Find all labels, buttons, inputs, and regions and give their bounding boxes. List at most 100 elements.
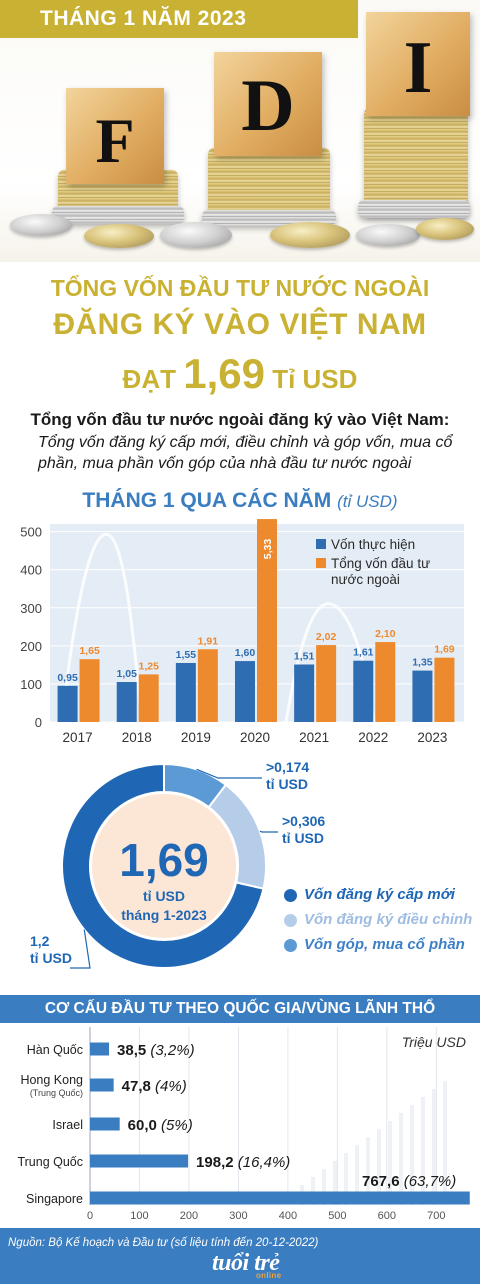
x-tick-label: 2023 <box>417 730 447 745</box>
country-value: 47,8 <box>122 1078 155 1095</box>
unit-label: Triệu USD <box>402 1034 466 1050</box>
date-band: THÁNG 1 NĂM 2023 <box>0 0 358 38</box>
coin <box>84 224 154 248</box>
callout-capital-unit: tỉ USD <box>266 776 308 792</box>
letter-block-i: I <box>366 12 470 116</box>
bar-realized <box>353 660 374 722</box>
country-value: 767,6 <box>362 1173 404 1190</box>
decor-bar <box>388 1121 392 1205</box>
coin <box>270 222 350 248</box>
bar-realized-label: 1,55 <box>176 649 197 661</box>
bar-total <box>375 642 396 722</box>
bar-total-label: 1,65 <box>79 645 100 657</box>
legend-label-new: Vốn đăng ký cấp mới <box>304 886 455 903</box>
country-label: Trung Quốc <box>17 1155 83 1169</box>
letter-block-d: D <box>214 52 322 156</box>
hero-image: F D I THÁNG 1 NĂM 2023 <box>0 0 480 262</box>
callout-adjusted-value: >0,306 <box>282 813 325 829</box>
x-tick-label: 500 <box>328 1210 346 1222</box>
legend-label-realized: Vốn thực hiện <box>331 537 415 552</box>
decor-bar <box>399 1113 403 1205</box>
bar-realized-label: 1,35 <box>412 657 433 669</box>
legend-swatch-total <box>316 558 326 568</box>
country-bar <box>90 1117 120 1131</box>
bar-realized-label: 1,60 <box>235 647 256 659</box>
country-label: Hong Kong <box>20 1073 83 1087</box>
donut-center <box>92 794 236 938</box>
x-tick-label: 200 <box>180 1210 198 1222</box>
callout-new-value: 1,2 <box>30 933 50 949</box>
x-tick-label: 300 <box>229 1210 247 1222</box>
bar-total-label: 5,33 <box>262 539 274 560</box>
y-tick-label: 100 <box>20 677 42 692</box>
country-share: (16,4%) <box>238 1154 291 1171</box>
donut-center-value: 1,69 <box>119 834 209 886</box>
x-tick-label: 700 <box>427 1210 445 1222</box>
bar-realized <box>294 664 315 722</box>
legend-dot-dark <box>284 889 297 902</box>
country-share: (4%) <box>155 1078 187 1095</box>
x-tick-label: 2020 <box>240 730 270 745</box>
country-share: (63,7%) <box>404 1173 457 1190</box>
bar-realized-label: 1,05 <box>116 668 137 680</box>
bar-total <box>316 645 337 722</box>
country-value: 38,5 <box>117 1042 150 1059</box>
y-tick-label: 500 <box>20 525 42 540</box>
callout-adjusted-leader <box>259 830 278 833</box>
legend-dot-light <box>284 914 297 927</box>
legend-label-adjusted: Vốn đăng ký điều chỉnh <box>304 911 473 928</box>
decor-bar <box>333 1161 337 1205</box>
letter-d: D <box>241 65 295 147</box>
bar-total-label: 1,69 <box>434 644 455 656</box>
country-value: 60,0 <box>128 1117 161 1134</box>
bar-total-label: 1,91 <box>198 635 219 647</box>
country-value-label: 60,0 (5%) <box>128 1117 193 1134</box>
country-share: (3,2%) <box>150 1042 194 1059</box>
chart1-unit: (tỉ USD) <box>337 492 398 511</box>
letter-block-f: F <box>66 88 164 184</box>
country-value-label: 38,5 (3,2%) <box>117 1042 195 1059</box>
headline-value: 1,69 <box>183 350 265 397</box>
donut-center-unit: tỉ USD <box>143 888 185 904</box>
headline-line-3: ĐẠT 1,69 Tỉ USD <box>0 350 480 398</box>
country-label: Hàn Quốc <box>27 1043 83 1057</box>
legend-label-capital: Vốn góp, mua cổ phần <box>304 936 465 953</box>
x-tick-label: 2019 <box>181 730 211 745</box>
x-tick-label: 600 <box>378 1210 396 1222</box>
logo-wordmark: tuổi trẻ <box>212 1250 280 1276</box>
country-bar <box>90 1042 110 1056</box>
footer: Nguồn: Bộ Kế hoạch và Đầu tư (số liệu tí… <box>0 1228 480 1284</box>
chart1-title: THÁNG 1 QUA CÁC NĂM (tỉ USD) <box>0 489 480 513</box>
coin-stack-right <box>364 108 468 216</box>
callout-adjusted-unit: tỉ USD <box>282 830 324 846</box>
country-chart-title: CƠ CẤU ĐẦU TƯ THEO QUỐC GIA/VÙNG LÃNH TH… <box>44 1000 436 1017</box>
decor-arc <box>60 532 144 723</box>
coin <box>160 222 232 248</box>
country-sublabel: (Trung Quốc) <box>30 1088 83 1098</box>
bar-realized <box>57 685 78 722</box>
headline-line-2: ĐĂNG KÝ VÀO VIỆT NAM <box>53 308 427 341</box>
logo-online: online <box>256 1271 282 1280</box>
country-bar <box>90 1154 189 1168</box>
bar-realized <box>412 670 433 722</box>
bar-total-label: 2,02 <box>316 631 337 643</box>
yearly-fdi-chart: 0 100 200 300 400 500 0,95 1,65 2017 1,051,25 2018… <box>20 519 464 745</box>
bar-total-label: 2,10 <box>375 628 396 640</box>
callout-new-unit: tỉ USD <box>30 950 72 966</box>
decor-bar <box>355 1145 359 1205</box>
bar-total <box>434 657 455 722</box>
x-tick-label: 0 <box>87 1210 93 1222</box>
bar-realized <box>116 682 137 722</box>
callout-new-leader <box>70 929 91 969</box>
callout-capital-value: >0,174 <box>266 759 309 775</box>
decor-bar <box>322 1169 326 1205</box>
decor-bar <box>410 1105 414 1205</box>
bar-total <box>138 674 159 722</box>
bar-total <box>197 649 218 722</box>
legend-swatch-realized <box>316 539 326 549</box>
y-tick-label: 200 <box>20 639 42 654</box>
bar-total <box>79 659 100 722</box>
headline-prefix: ĐẠT <box>122 364 176 394</box>
tuoi-tre-logo[interactable]: tuổi trẻ online <box>212 1250 282 1280</box>
